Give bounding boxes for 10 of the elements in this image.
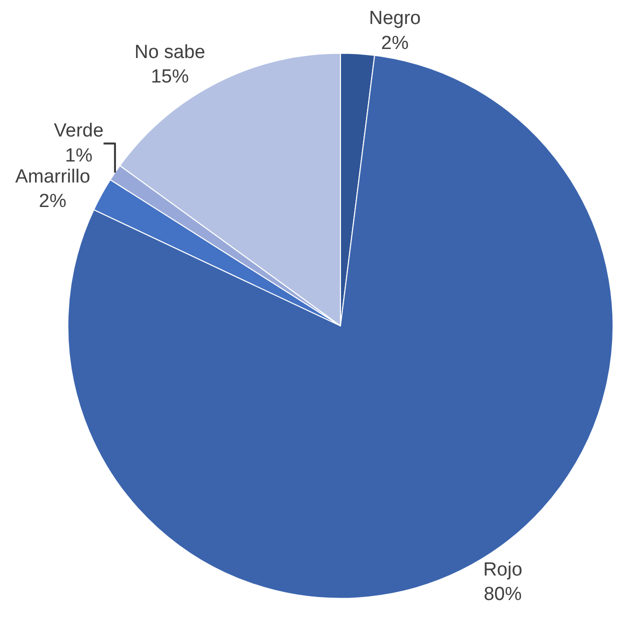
data-label: 80% — [484, 584, 522, 606]
data-label: 15% — [150, 66, 189, 88]
slice-label: No sabe — [134, 42, 206, 63]
data-label: 1% — [65, 145, 93, 166]
data-label: 2% — [38, 191, 66, 212]
slice-label: Rojo — [483, 559, 522, 580]
slice-label: Amarrillo — [15, 166, 90, 188]
slice-label: Negro — [368, 8, 421, 30]
data-label: 2% — [381, 32, 409, 54]
slice-label: Verde — [54, 120, 104, 142]
